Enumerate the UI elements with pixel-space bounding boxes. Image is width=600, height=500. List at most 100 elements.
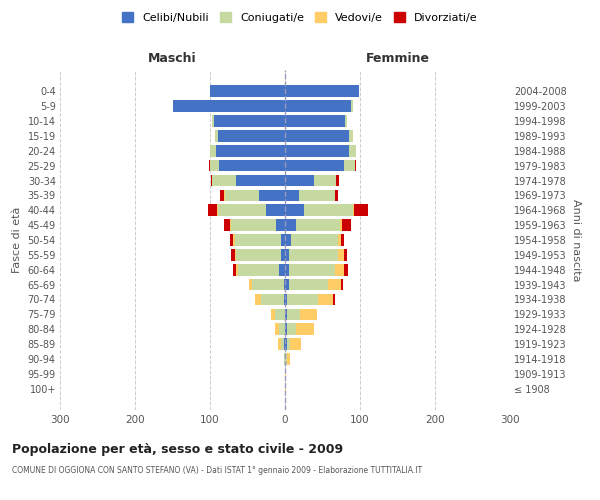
Bar: [279, 264, 285, 276]
Bar: [255, 294, 261, 306]
Bar: [349, 130, 353, 141]
Bar: [343, 160, 355, 172]
Bar: [235, 264, 238, 276]
Bar: [285, 220, 296, 231]
Bar: [290, 338, 301, 350]
Bar: [233, 234, 235, 246]
Bar: [210, 145, 216, 156]
Bar: [335, 190, 338, 201]
Bar: [284, 279, 285, 290]
Bar: [208, 204, 217, 216]
Bar: [289, 279, 328, 290]
Bar: [284, 353, 285, 365]
Bar: [212, 115, 214, 127]
Bar: [340, 220, 342, 231]
Bar: [224, 190, 225, 201]
Bar: [285, 249, 289, 260]
Bar: [229, 220, 231, 231]
Bar: [336, 174, 339, 186]
Bar: [225, 190, 259, 201]
Bar: [259, 190, 285, 201]
Bar: [211, 174, 212, 186]
Bar: [335, 264, 344, 276]
Bar: [235, 234, 281, 246]
Bar: [285, 308, 287, 320]
Bar: [173, 100, 285, 112]
Bar: [287, 308, 300, 320]
Bar: [300, 308, 317, 320]
Bar: [285, 368, 286, 380]
Bar: [266, 204, 285, 216]
Bar: [289, 264, 335, 276]
Bar: [287, 353, 290, 365]
Bar: [210, 160, 219, 172]
Bar: [236, 174, 285, 186]
Bar: [223, 220, 229, 231]
Bar: [219, 160, 285, 172]
Bar: [281, 234, 285, 246]
Bar: [343, 249, 347, 260]
Bar: [353, 204, 354, 216]
Y-axis label: Anni di nascita: Anni di nascita: [571, 198, 581, 281]
Legend: Celibi/Nubili, Coniugati/e, Vedovi/e, Divorziati/e: Celibi/Nubili, Coniugati/e, Vedovi/e, Di…: [118, 8, 482, 28]
Bar: [328, 279, 341, 290]
Bar: [314, 174, 336, 186]
Bar: [279, 324, 285, 335]
Bar: [285, 174, 314, 186]
Bar: [344, 264, 348, 276]
Bar: [289, 249, 337, 260]
Bar: [349, 145, 356, 156]
Bar: [345, 115, 347, 127]
Bar: [285, 294, 287, 306]
Bar: [285, 190, 299, 201]
Bar: [285, 145, 349, 156]
Bar: [278, 338, 281, 350]
Bar: [230, 234, 233, 246]
Bar: [285, 100, 351, 112]
Bar: [218, 130, 285, 141]
Bar: [285, 234, 291, 246]
Bar: [276, 220, 285, 231]
Bar: [337, 249, 343, 260]
Bar: [304, 204, 353, 216]
Bar: [285, 264, 289, 276]
Bar: [238, 264, 279, 276]
Bar: [275, 308, 285, 320]
Y-axis label: Fasce di età: Fasce di età: [12, 207, 22, 273]
Text: Maschi: Maschi: [148, 52, 197, 65]
Bar: [296, 324, 314, 335]
Bar: [275, 324, 279, 335]
Bar: [281, 249, 285, 260]
Text: Popolazione per età, sesso e stato civile - 2009: Popolazione per età, sesso e stato civil…: [12, 442, 343, 456]
Bar: [271, 308, 275, 320]
Bar: [220, 190, 224, 201]
Bar: [285, 86, 359, 97]
Bar: [231, 220, 276, 231]
Bar: [235, 249, 236, 260]
Bar: [215, 130, 218, 141]
Bar: [285, 115, 345, 127]
Bar: [218, 204, 266, 216]
Bar: [287, 338, 290, 350]
Bar: [318, 294, 333, 306]
Bar: [285, 383, 286, 394]
Bar: [287, 294, 318, 306]
Bar: [231, 249, 235, 260]
Bar: [291, 234, 337, 246]
Bar: [285, 353, 287, 365]
Bar: [285, 204, 304, 216]
Bar: [236, 249, 281, 260]
Bar: [209, 160, 210, 172]
Bar: [252, 279, 284, 290]
Bar: [261, 294, 284, 306]
Bar: [285, 160, 343, 172]
Text: Femmine: Femmine: [365, 52, 430, 65]
Bar: [354, 204, 367, 216]
Bar: [341, 234, 344, 246]
Bar: [284, 294, 285, 306]
Text: COMUNE DI OGGIONA CON SANTO STEFANO (VA) - Dati ISTAT 1° gennaio 2009 - Elaboraz: COMUNE DI OGGIONA CON SANTO STEFANO (VA)…: [12, 466, 422, 475]
Bar: [212, 174, 236, 186]
Bar: [285, 338, 287, 350]
Bar: [351, 100, 353, 112]
Bar: [281, 338, 284, 350]
